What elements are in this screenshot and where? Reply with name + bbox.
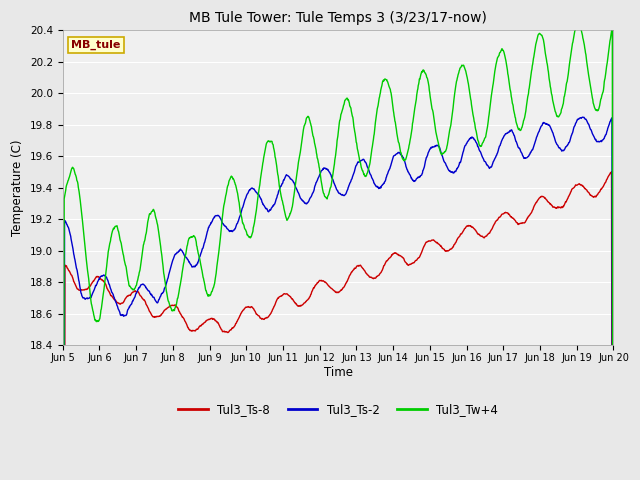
Legend: Tul3_Ts-8, Tul3_Ts-2, Tul3_Tw+4: Tul3_Ts-8, Tul3_Ts-2, Tul3_Tw+4 xyxy=(173,398,502,421)
Y-axis label: Temperature (C): Temperature (C) xyxy=(11,140,24,236)
Text: MB_tule: MB_tule xyxy=(71,40,120,50)
X-axis label: Time: Time xyxy=(324,365,353,379)
Title: MB Tule Tower: Tule Temps 3 (3/23/17-now): MB Tule Tower: Tule Temps 3 (3/23/17-now… xyxy=(189,11,487,25)
